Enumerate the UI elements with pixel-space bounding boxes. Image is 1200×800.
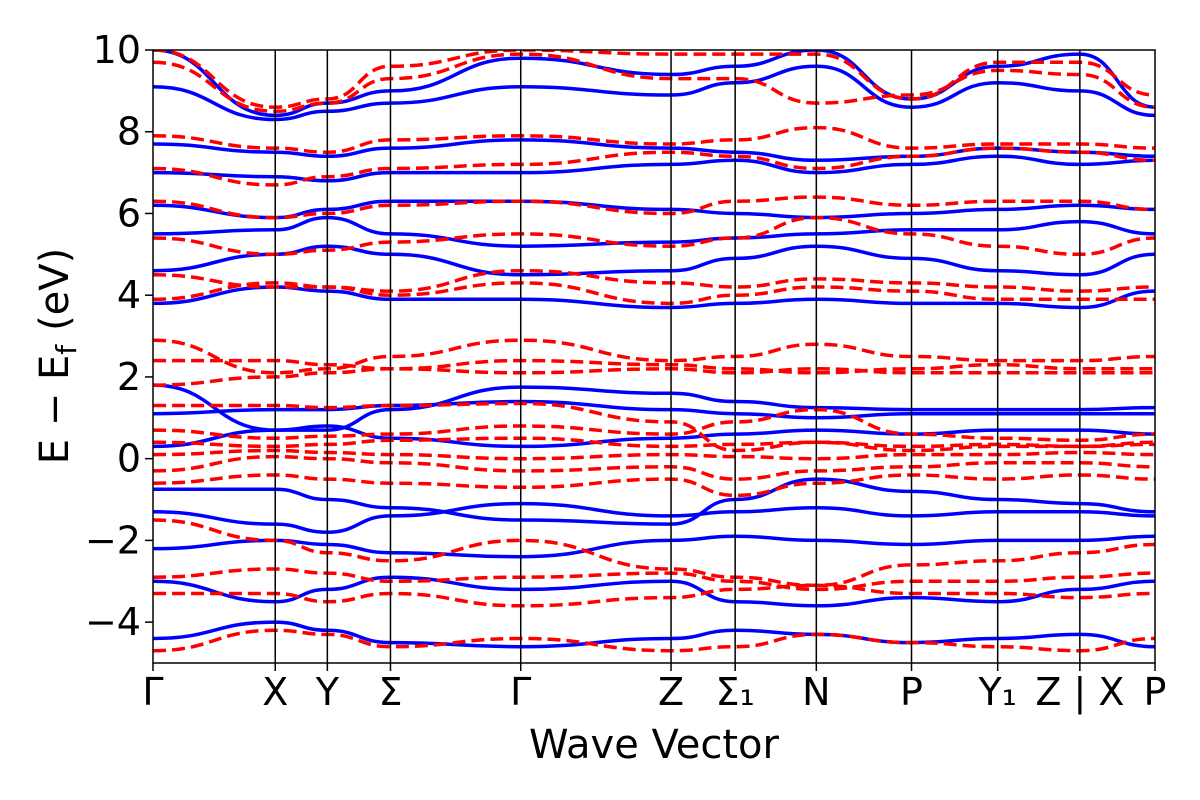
band-dashed-19 xyxy=(153,473,1155,498)
band-dashed-31 xyxy=(153,215,1155,257)
x-tick-label-1: X xyxy=(262,670,288,714)
y-tick-label-5: 6 xyxy=(117,191,141,235)
y-ticks-layer: −4 −2 0 2 4 6 8 10 xyxy=(85,28,153,644)
band-solid-7 xyxy=(153,620,1155,649)
band-dashed-20 xyxy=(153,407,1155,443)
x-tick-label-11: P xyxy=(1144,670,1167,714)
x-ticks-layer: Γ X Y Σ Γ Z Σ₁ N P Y₁ Z | X P xyxy=(142,663,1166,715)
y-tick-label-2: 0 xyxy=(117,437,141,481)
y-tick-label-6: 8 xyxy=(117,110,141,154)
band-solid-9 xyxy=(153,244,1155,277)
y-axis-title-unit: (eV) xyxy=(32,248,78,331)
x-tick-label-2: Y xyxy=(315,670,340,714)
plot-background xyxy=(153,50,1155,663)
y-axis-title: E − Ef (eV) xyxy=(32,248,83,465)
y-tick-label-1: −2 xyxy=(85,518,141,562)
x-tick-label-9: Y₁ xyxy=(977,670,1016,714)
kpoint-lines-layer xyxy=(274,50,1081,663)
x-tick-label-3: Σ xyxy=(378,670,402,714)
band-dashed-34 xyxy=(153,125,1155,154)
x-tick-label-5: Z xyxy=(658,670,684,714)
x-tick-label-8: P xyxy=(900,670,923,714)
x-tick-label-7: N xyxy=(802,670,830,714)
band-dashed-33 xyxy=(153,146,1155,187)
y-tick-label-0: −4 xyxy=(85,600,141,644)
band-dashed-30 xyxy=(153,281,1155,306)
y-axis-title-subscript: f xyxy=(50,344,83,355)
band-solid-10 xyxy=(153,215,1155,248)
y-tick-label-7: 10 xyxy=(93,28,141,72)
x-tick-label-10: Z | X xyxy=(1035,670,1124,715)
x-tick-label-0: Γ xyxy=(142,670,163,714)
x-tick-label-6: Σ₁ xyxy=(716,670,755,714)
band-dashed-17 xyxy=(153,454,1155,481)
y-axis-title-main: E − E xyxy=(32,355,78,465)
plot-frame xyxy=(152,49,1156,664)
x-axis-title: Wave Vector xyxy=(529,722,780,768)
y-tick-label-4: 4 xyxy=(117,273,141,317)
y-tick-label-3: 2 xyxy=(117,355,141,399)
x-tick-label-4: Γ xyxy=(510,670,531,714)
band-dashed-27 xyxy=(153,628,1155,653)
band-solid-8 xyxy=(153,285,1155,310)
band-dashed-32 xyxy=(153,195,1155,220)
